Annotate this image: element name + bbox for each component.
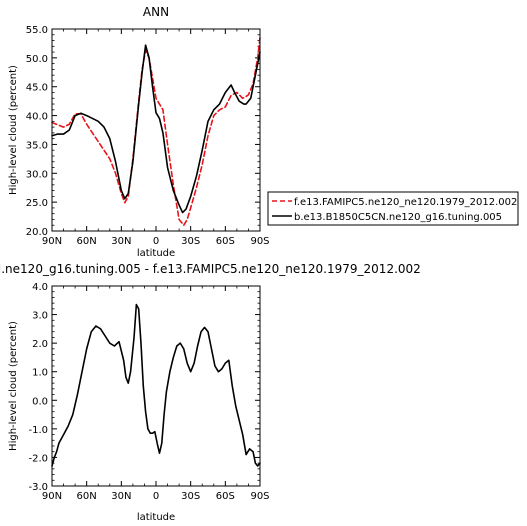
top-y-axis-label: High-level cloud (percent): [8, 65, 19, 195]
bottom-y-tick-label: -2.0: [28, 453, 48, 464]
bottom-y-tick-label: -1.0: [28, 425, 48, 436]
top-y-tick-label: 35.0: [26, 140, 48, 151]
top-panel: ANN High-level cloud (percent) 20.0 25.0 3…: [8, 5, 270, 259]
bottom-y-tick-label: 3.0: [32, 311, 48, 322]
bottom-x-tick-label: 90N: [42, 491, 62, 502]
top-y-tick-label: 30.0: [26, 169, 48, 180]
bottom-x-tick-label: 30S: [181, 491, 200, 502]
bottom-x-axis-label: latitude: [137, 512, 175, 523]
top-y-tick-label: 20.0: [26, 227, 48, 238]
top-y-tick-label: 50.0: [26, 54, 48, 65]
top-y-tick-label: 45.0: [26, 83, 48, 94]
bottom-panel: b.e13.B1850C5CN.ne120_g16.tuning.005 - f…: [0, 262, 421, 523]
top-y-tick-label: 40.0: [26, 112, 48, 123]
top-x-tick-label: 90S: [250, 236, 269, 247]
bottom-y-tick-label: 2.0: [32, 339, 48, 350]
top-y-tick-label: 55.0: [26, 25, 48, 36]
bottom-chart-title: b.e13.B1850C5CN.ne120_g16.tuning.005 - f…: [0, 262, 421, 276]
top-x-tick-label: 0: [153, 236, 159, 247]
top-x-tick-label: 30N: [111, 236, 131, 247]
top-x-tick-label: 60S: [216, 236, 235, 247]
legend: f.e13.FAMIPC5.ne120_ne120.1979_2012.002 …: [267, 191, 519, 226]
top-y-tick-label: 25.0: [26, 198, 48, 209]
top-x-tick-label: 90N: [42, 236, 62, 247]
legend-label-famip: f.e13.FAMIPC5.ne120_ne120.1979_2012.002: [294, 197, 517, 208]
top-plot-frame: [51, 28, 261, 232]
bottom-plot-frame: [51, 285, 261, 487]
top-plot-content: 20.0 25.0 30.0 35.0 40.0 45.0 50.0 55.0 90N 60N 30…: [26, 25, 270, 247]
bottom-y-tick-label: 0.0: [32, 396, 48, 407]
top-series-line-1: [51, 44, 261, 214]
legend-box: [267, 191, 519, 226]
top-x-tick-label: 30S: [181, 236, 200, 247]
bottom-x-tick-label: 60N: [77, 491, 97, 502]
bottom-x-tick-label: 0: [153, 491, 159, 502]
bottom-x-tick-label: 30N: [111, 491, 131, 502]
bottom-series-line-0: [51, 303, 261, 467]
bottom-y-tick-label: 1.0: [32, 368, 48, 379]
bottom-y-tick-label: 4.0: [32, 282, 48, 293]
bottom-x-tick-label: 60S: [216, 491, 235, 502]
top-x-tick-label: 60N: [77, 236, 97, 247]
bottom-plot-content: -3.0 -2.0 -1.0 0.0 1.0 2.0 3.0 4.0 90N 60N 30N 0 30S…: [28, 282, 269, 502]
bottom-y-axis-label: High-level cloud (percent): [8, 321, 19, 451]
top-x-axis-label: latitude: [137, 248, 175, 259]
legend-label-b1850: b.e13.B1850C5CN.ne120_g16.tuning.005: [294, 212, 502, 223]
bottom-x-tick-label: 90S: [250, 491, 269, 502]
top-series-line-0: [51, 36, 261, 227]
top-chart-title: ANN: [143, 5, 169, 19]
bottom-y-tick-label: -3.0: [28, 482, 48, 493]
